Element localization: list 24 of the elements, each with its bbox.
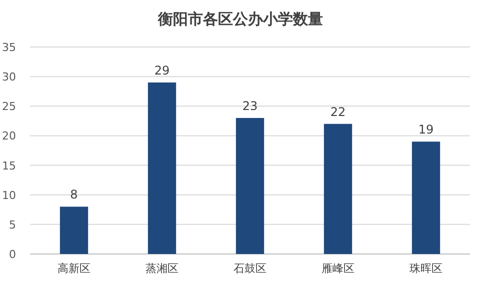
y-tick-label: 0 xyxy=(9,248,16,261)
x-tick-label: 蒸湘区 xyxy=(146,262,178,275)
x-tick-label: 珠晖区 xyxy=(410,262,442,275)
bar xyxy=(60,206,88,254)
y-tick-label: 30 xyxy=(2,70,16,84)
y-tick-label: 5 xyxy=(9,218,16,232)
data-label: 22 xyxy=(330,104,346,119)
bar xyxy=(236,118,264,254)
bar xyxy=(412,142,440,254)
chart-title: 衡阳市各区公办小学数量 xyxy=(157,10,323,28)
data-label: 8 xyxy=(70,188,78,202)
y-tick-label: 25 xyxy=(2,100,16,114)
y-tick-label: 10 xyxy=(2,188,16,202)
y-tick-label: 15 xyxy=(2,159,16,172)
x-tick-label: 石鼓区 xyxy=(234,262,266,275)
y-tick-label: 20 xyxy=(2,130,16,143)
data-label: 29 xyxy=(154,63,170,78)
data-label: 23 xyxy=(242,98,258,113)
bar xyxy=(148,82,176,254)
data-label: 19 xyxy=(418,122,434,137)
y-tick-label: 35 xyxy=(2,41,16,54)
bar xyxy=(324,124,352,254)
x-tick-label: 雁峰区 xyxy=(322,262,354,275)
x-tick-label: 高新区 xyxy=(58,262,90,275)
